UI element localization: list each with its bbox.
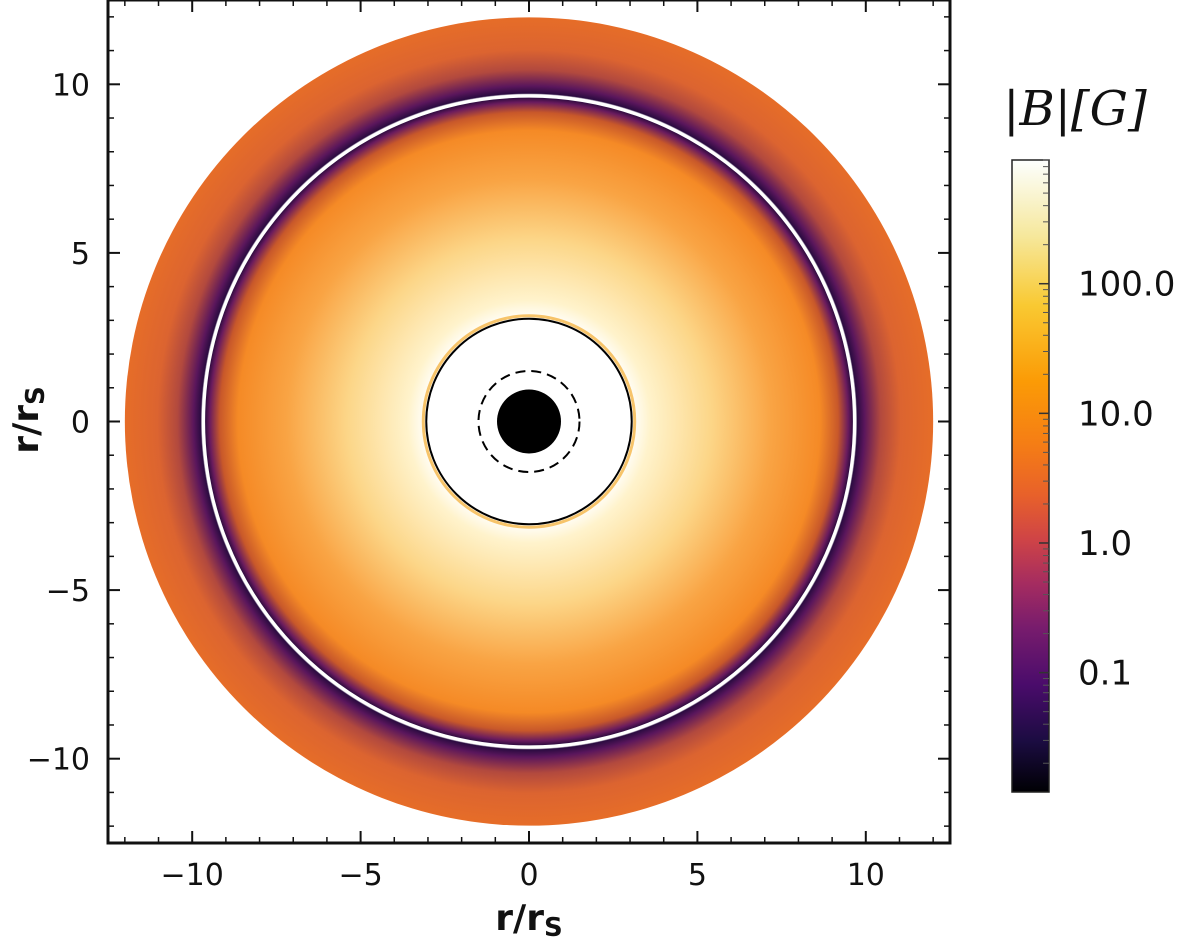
colorbar-tick-label: 1.0: [1078, 524, 1132, 564]
inner-halo: [421, 314, 637, 529]
colorbar-tick-label: 0.1: [1078, 654, 1132, 694]
colorbar-tick-labels: 100.0 10.0 1.0 0.1: [1078, 265, 1175, 694]
y-tick-label: 10: [52, 68, 90, 103]
x-tick-label: 0: [519, 858, 538, 893]
y-tick-label: −5: [46, 574, 90, 609]
x-tick-label: −5: [338, 858, 382, 893]
x-tick-label: 10: [847, 858, 885, 893]
y-tick-labels: −10 −5 0 5 10: [27, 68, 90, 777]
y-tick-label: 0: [71, 406, 90, 441]
y-tick-label: 5: [71, 237, 90, 272]
colorbar-tick-label: 10.0: [1078, 394, 1154, 434]
dashed-circle: [477, 369, 581, 474]
colorbar-tick-label: 100.0: [1078, 265, 1175, 305]
field-map: [124, 17, 934, 826]
colorbar: [1011, 159, 1050, 793]
y-tick-label: −10: [27, 743, 90, 778]
y-axis-label: r/rS: [6, 386, 51, 453]
major-ticks: [108, 0, 950, 843]
field-null-ring: [202, 95, 856, 748]
x-tick-label: −10: [161, 858, 224, 893]
minor-ticks: [108, 0, 950, 843]
x-tick-labels: −10 −5 0 5 10: [161, 858, 885, 893]
x-tick-label: 5: [688, 858, 707, 893]
central-disk: [497, 389, 561, 454]
x-axis-label: r/rS: [495, 898, 562, 943]
colorbar-ticks: [1039, 159, 1049, 764]
colorbar-title: |B|[G]: [1003, 81, 1147, 137]
